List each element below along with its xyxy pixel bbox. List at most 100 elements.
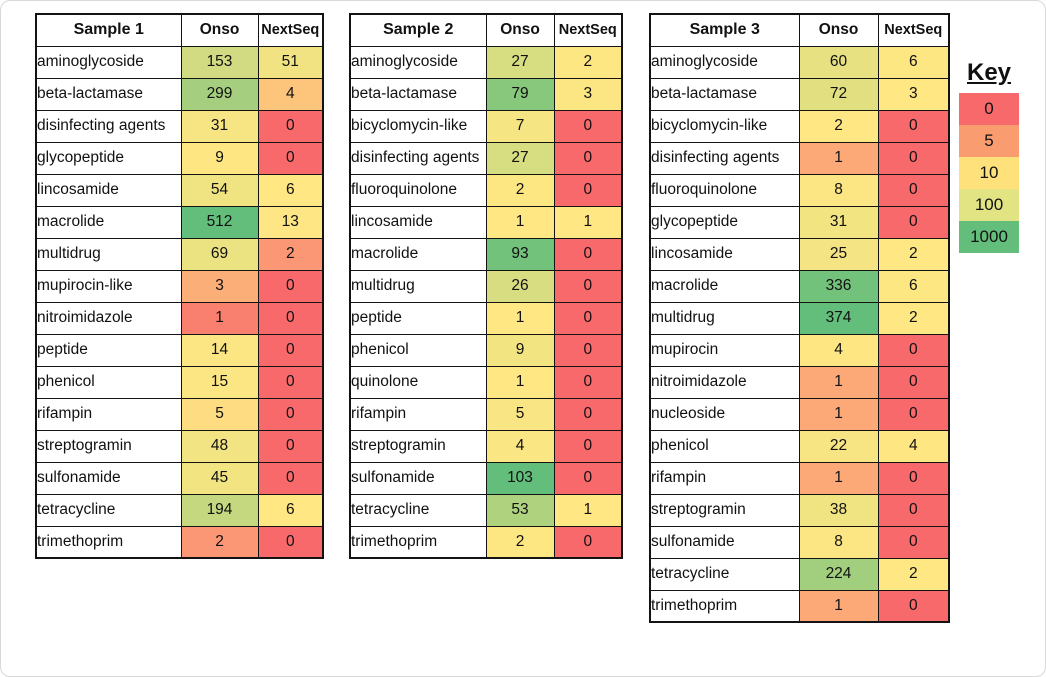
drug-class-label: fluoroquinolone [349, 173, 487, 207]
drug-class-label: trimethoprim [649, 589, 800, 623]
onso-value-cell: 38 [798, 493, 879, 527]
onso-value-cell: 1 [485, 365, 555, 399]
drug-class-label: disinfecting agents [349, 141, 487, 175]
nextseq-value-cell: 3 [553, 77, 623, 111]
drug-class-label: lincosamide [349, 205, 487, 239]
table-row: peptide 14 0 [35, 333, 324, 367]
table-row: bicyclomycin-like 7 0 [349, 109, 623, 143]
table-row: mupirocin 4 0 [649, 333, 950, 367]
table-body: aminoglycoside 153 51 beta-lactamase 299 4 dis… [35, 45, 324, 559]
table-row: peptide 1 0 [349, 301, 623, 335]
onso-value-cell: 374 [798, 301, 879, 335]
nextseq-value-cell: 0 [877, 109, 950, 143]
table-row: disinfecting agents 31 0 [35, 109, 324, 143]
onso-value-cell: 7 [485, 109, 555, 143]
drug-class-label: glycopeptide [35, 141, 182, 175]
nextseq-value-cell: 0 [553, 237, 623, 271]
drug-class-label: quinolone [349, 365, 487, 399]
table-row: phenicol 22 4 [649, 429, 950, 463]
table-row: beta-lactamase 72 3 [649, 77, 950, 111]
nextseq-column-header: NextSeq [257, 13, 324, 47]
drug-class-label: multidrug [35, 237, 182, 271]
onso-value-cell: 53 [485, 493, 555, 527]
table-row: rifampin 5 0 [35, 397, 324, 431]
onso-value-cell: 1 [798, 397, 879, 431]
table-title: Sample 3 [649, 13, 800, 47]
onso-value-cell: 9 [485, 333, 555, 367]
drug-class-label: lincosamide [35, 173, 182, 207]
drug-class-label: streptogramin [35, 429, 182, 463]
onso-value-cell: 336 [798, 269, 879, 303]
nextseq-value-cell: 2 [877, 237, 950, 271]
drug-class-label: macrolide [349, 237, 487, 271]
sample-2-table: Sample 2 Onso NextSeq aminoglycoside 27 2 b… [349, 13, 623, 559]
drug-class-label: nucleoside [649, 397, 800, 431]
onso-value-cell: 69 [180, 237, 259, 271]
drug-class-label: sulfonamide [35, 461, 182, 495]
table-row: nitroimidazole 1 0 [35, 301, 324, 335]
nextseq-value-cell: 1 [553, 205, 623, 239]
table-row: glycopeptide 9 0 [35, 141, 324, 175]
table-row: lincosamide 25 2 [649, 237, 950, 271]
onso-value-cell: 27 [485, 45, 555, 79]
drug-class-label: aminoglycoside [349, 45, 487, 79]
key-swatch-list: 0 5 10 100 1000 [959, 93, 1019, 253]
drug-class-label: tetracycline [649, 557, 800, 591]
onso-column-header: Onso [180, 13, 259, 47]
drug-class-label: beta-lactamase [35, 77, 182, 111]
onso-value-cell: 45 [180, 461, 259, 495]
drug-class-label: glycopeptide [649, 205, 800, 239]
onso-value-cell: 1 [485, 301, 555, 335]
drug-class-label: macrolide [35, 205, 182, 239]
onso-value-cell: 103 [485, 461, 555, 495]
table-row: rifampin 1 0 [649, 461, 950, 495]
key-swatch: 0 [959, 93, 1019, 125]
onso-value-cell: 26 [485, 269, 555, 303]
onso-column-header: Onso [485, 13, 555, 47]
nextseq-value-cell: 2 [877, 301, 950, 335]
nextseq-value-cell: 0 [257, 397, 324, 431]
nextseq-value-cell: 0 [553, 269, 623, 303]
nextseq-value-cell: 0 [553, 397, 623, 431]
table-row: streptogramin 38 0 [649, 493, 950, 527]
onso-value-cell: 1 [798, 589, 879, 623]
nextseq-value-cell: 0 [553, 141, 623, 175]
key-swatch: 1000 [959, 221, 1019, 253]
nextseq-value-cell: 0 [257, 333, 324, 367]
onso-value-cell: 31 [798, 205, 879, 239]
nextseq-value-cell: 2 [257, 237, 324, 271]
key-swatch: 100 [959, 189, 1019, 221]
onso-value-cell: 79 [485, 77, 555, 111]
drug-class-label: sulfonamide [349, 461, 487, 495]
nextseq-column-header: NextSeq [553, 13, 623, 47]
table-row: mupirocin-like 3 0 [35, 269, 324, 303]
nextseq-value-cell: 0 [257, 301, 324, 335]
nextseq-value-cell: 0 [877, 493, 950, 527]
onso-value-cell: 93 [485, 237, 555, 271]
table-row: phenicol 15 0 [35, 365, 324, 399]
onso-column-header: Onso [798, 13, 879, 47]
table-row: nitroimidazole 1 0 [649, 365, 950, 399]
nextseq-value-cell: 6 [257, 493, 324, 527]
nextseq-value-cell: 3 [877, 77, 950, 111]
sample-1-table: Sample 1 Onso NextSeq aminoglycoside 153 5… [35, 13, 324, 559]
table-row: rifampin 5 0 [349, 397, 623, 431]
table-row: tetracycline 224 2 [649, 557, 950, 591]
table-row: fluoroquinolone 8 0 [649, 173, 950, 207]
table-row: fluoroquinolone 2 0 [349, 173, 623, 207]
drug-class-label: rifampin [35, 397, 182, 431]
drug-class-label: peptide [349, 301, 487, 335]
onso-value-cell: 224 [798, 557, 879, 591]
header-row: Sample 3 Onso NextSeq [649, 13, 950, 47]
nextseq-value-cell: 51 [257, 45, 324, 79]
nextseq-value-cell: 0 [257, 109, 324, 143]
drug-class-label: lincosamide [649, 237, 800, 271]
table-row: trimethoprim 1 0 [649, 589, 950, 623]
onso-value-cell: 8 [798, 525, 879, 559]
table-row: multidrug 26 0 [349, 269, 623, 303]
nextseq-value-cell: 2 [877, 557, 950, 591]
table-row: trimethoprim 2 0 [349, 525, 623, 559]
drug-class-label: disinfecting agents [35, 109, 182, 143]
table-row: aminoglycoside 60 6 [649, 45, 950, 79]
table-row: multidrug 374 2 [649, 301, 950, 335]
